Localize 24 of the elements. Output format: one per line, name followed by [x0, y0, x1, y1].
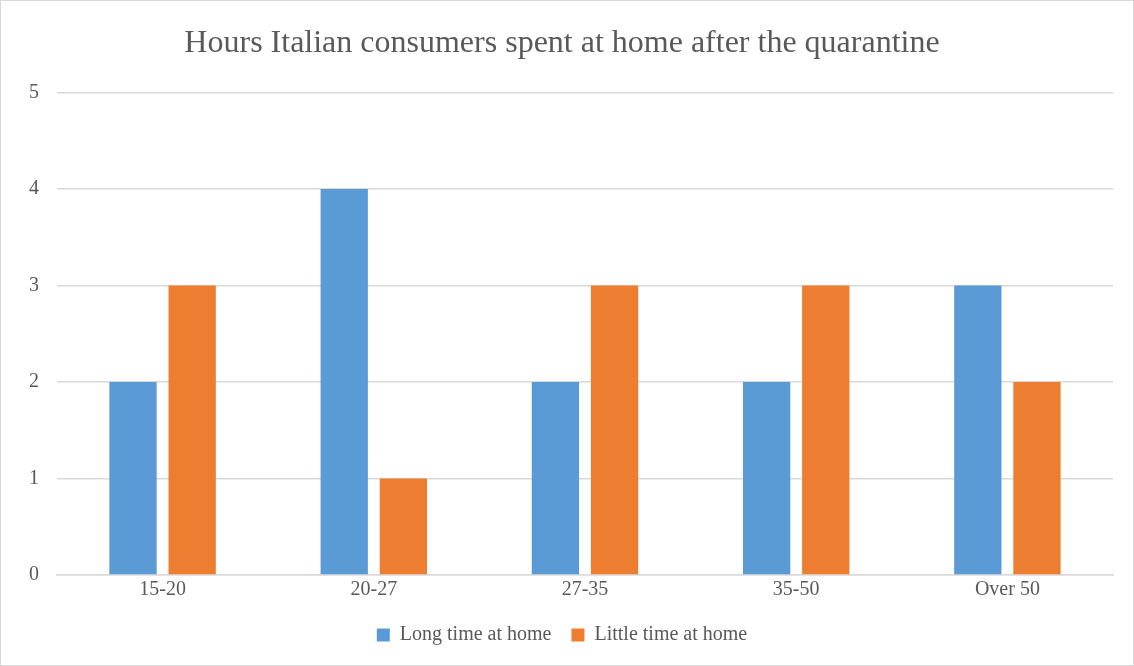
bar	[1013, 381, 1061, 575]
bar	[320, 188, 368, 575]
y-tick-label: 1	[29, 465, 39, 488]
y-tick-label: 0	[29, 562, 39, 585]
legend-label: Long time at home	[399, 622, 552, 646]
y-tick-label: 4	[29, 176, 39, 199]
bar	[590, 285, 639, 575]
x-tick-label: 15-20	[139, 577, 186, 600]
bar	[531, 381, 580, 575]
bar	[168, 285, 216, 575]
y-tick-label: 3	[29, 272, 39, 295]
x-tick-label: 35-50	[772, 577, 820, 600]
bar	[379, 478, 428, 575]
y-tick-label: 2	[29, 369, 39, 392]
bar	[109, 381, 157, 575]
x-tick-label: 27-35	[561, 577, 609, 600]
chart-title: Hours Italian consumers spent at home after the quarantine	[184, 22, 940, 59]
legend-label: Little time at home	[594, 622, 748, 645]
y-tick-label: 5	[29, 79, 39, 102]
bar	[954, 285, 1002, 575]
x-tick-label: Over 50	[974, 577, 1040, 600]
x-tick-label: 20-27	[350, 577, 398, 600]
bar	[802, 285, 850, 575]
bar	[742, 381, 791, 575]
